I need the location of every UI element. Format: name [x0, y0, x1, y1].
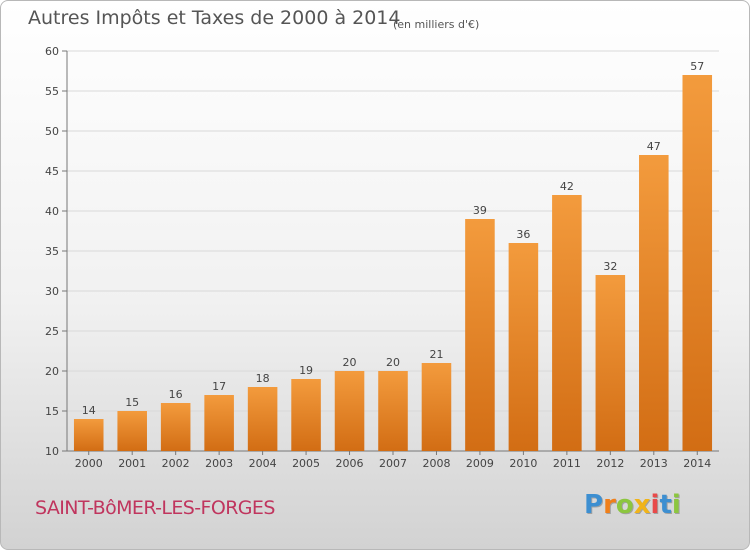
y-tick-label-40: 40	[45, 205, 59, 218]
bars	[73, 75, 713, 451]
value-label-2014: 57	[690, 60, 704, 73]
x-tick-label-2009: 2009	[466, 457, 494, 470]
x-tick-label-2007: 2007	[379, 457, 407, 470]
value-label-2010: 36	[516, 228, 530, 241]
labels: 14 2000 15 2001 16 2002 17 2003 18 2004 19 2005 20 20…	[75, 60, 712, 470]
value-label-2008: 21	[429, 348, 443, 361]
value-label-2000: 14	[82, 404, 96, 417]
value-label-2011: 42	[560, 180, 574, 193]
value-label-2004: 18	[256, 372, 270, 385]
value-label-2001: 15	[125, 396, 139, 409]
bar-2000	[73, 419, 104, 451]
logo-letter: o	[615, 490, 634, 520]
value-label-2013: 47	[647, 140, 661, 153]
y-tick-label-45: 45	[45, 165, 59, 178]
x-tick-label-2002: 2002	[162, 457, 190, 470]
y-tick-label-60: 60	[45, 45, 59, 58]
value-label-2003: 17	[212, 380, 226, 393]
y-tick-label-25: 25	[45, 325, 59, 338]
logo-letter: i	[650, 490, 660, 520]
y-tick-label-15: 15	[45, 405, 59, 418]
logo-letter: P	[584, 490, 604, 520]
bar-2001	[117, 411, 147, 451]
y-tick-label-30: 30	[45, 285, 59, 298]
bar-2002	[160, 403, 191, 451]
bar-2013	[639, 155, 669, 451]
x-tick-label-2001: 2001	[118, 457, 146, 470]
y-tick-label-55: 55	[45, 85, 59, 98]
x-tick-label-2011: 2011	[553, 457, 581, 470]
value-label-2006: 20	[343, 356, 357, 369]
x-tick-label-2013: 2013	[640, 457, 668, 470]
bar-2007	[378, 371, 408, 451]
bar-2006	[334, 371, 365, 451]
x-tick-label-2006: 2006	[336, 457, 364, 470]
x-tick-label-2003: 2003	[205, 457, 233, 470]
bar-2010	[508, 243, 539, 451]
chart-unit-note: (en milliers d'€)	[393, 18, 480, 31]
x-tick-label-2010: 2010	[509, 457, 537, 470]
bar-2005	[291, 379, 321, 451]
logo-letter: t	[659, 490, 672, 520]
y-tick-label-10: 10	[45, 445, 59, 458]
logo-letter: i	[671, 490, 681, 520]
y-tick-label-50: 50	[45, 125, 59, 138]
value-label-2007: 20	[386, 356, 400, 369]
chart-title: Autres Impôts et Taxes de 2000 à 2014	[28, 7, 401, 29]
proxiti-logo: Proxiti	[584, 490, 681, 520]
bar-2004	[247, 387, 278, 451]
value-label-2009: 39	[473, 204, 487, 217]
value-label-2005: 19	[299, 364, 313, 377]
x-tick-label-2014: 2014	[683, 457, 711, 470]
logo-letter: x	[633, 490, 651, 520]
bar-2003	[204, 395, 234, 451]
x-tick-label-2004: 2004	[249, 457, 277, 470]
x-tick-label-2000: 2000	[75, 457, 103, 470]
y-tick-label-35: 35	[45, 245, 59, 258]
x-tick-label-2005: 2005	[292, 457, 320, 470]
bar-2008	[421, 363, 452, 451]
x-tick-label-2012: 2012	[596, 457, 624, 470]
y-tick-label-20: 20	[45, 365, 59, 378]
value-label-2012: 32	[603, 260, 617, 273]
bar-2009	[465, 219, 495, 451]
x-tick-label-2008: 2008	[422, 457, 450, 470]
logo-letter: r	[603, 490, 616, 520]
value-label-2002: 16	[169, 388, 183, 401]
bar-2011	[552, 195, 582, 451]
bar-2014	[682, 75, 713, 451]
town-name: SAINT-BôMER-LES-FORGES	[35, 497, 275, 519]
bar-2012	[595, 275, 626, 451]
